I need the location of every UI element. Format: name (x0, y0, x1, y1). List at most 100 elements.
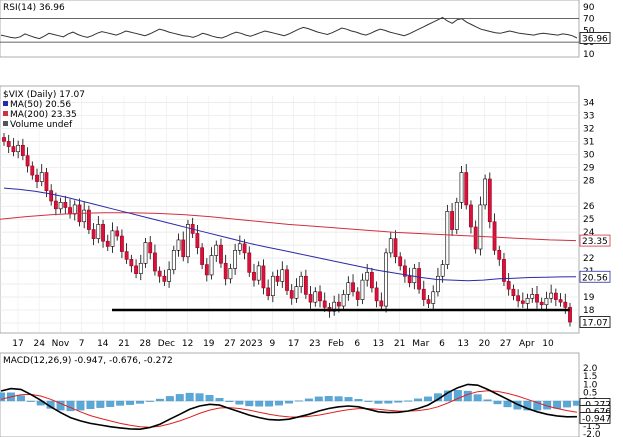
candle (58, 197, 63, 214)
candle (181, 231, 186, 262)
candle (138, 254, 143, 281)
price-tick-label: 24 (583, 228, 595, 238)
candle (237, 235, 242, 255)
candle (478, 196, 483, 256)
macd-hist-bar (205, 395, 214, 402)
candle (53, 192, 58, 216)
macd-tick-label: 1.5 (583, 372, 597, 382)
macd-hist-bar (344, 397, 353, 402)
macd-hist-bar (384, 400, 393, 404)
candle (186, 219, 190, 264)
candle (464, 164, 469, 210)
candle (346, 276, 351, 301)
macd-hist-bar (414, 398, 423, 402)
macd-hist-bar (116, 400, 125, 406)
macd-hist-bar (275, 400, 283, 406)
x-tick-label: 27 (224, 339, 235, 349)
candle (487, 172, 492, 229)
x-tick-label: Mar (412, 339, 429, 349)
candle (157, 266, 162, 283)
macd-tag-2-text: -0.947 (582, 415, 611, 425)
macd-hist-bar (473, 394, 482, 402)
macd-hist-bar (374, 400, 383, 404)
macd-hist-bar (106, 400, 115, 407)
price-tag-2-text: 17.07 (582, 319, 608, 329)
price-title-text: $VIX (Daily) (3, 90, 56, 100)
candle (214, 240, 219, 262)
macd-hist-bar (314, 396, 323, 402)
macd-hist-bar (175, 394, 184, 402)
candle (252, 263, 256, 287)
candle (308, 285, 313, 309)
legend-ma200-swatch (3, 111, 8, 116)
candle (332, 295, 337, 316)
macd-hist-bar (165, 396, 174, 402)
macd-hist-bar (126, 400, 135, 405)
macd-hist-bar (285, 400, 293, 404)
candle (431, 285, 436, 310)
candle (16, 140, 21, 159)
candle (436, 267, 440, 297)
candle (459, 166, 464, 209)
macd-hist-bar (136, 400, 144, 404)
macd-hist-bar (0, 392, 5, 402)
x-tick-label: 23 (309, 339, 320, 349)
candle (270, 271, 275, 303)
macd-hist-bar (354, 399, 363, 402)
candle (374, 281, 379, 308)
x-tick-label: 2023 (240, 339, 263, 349)
x-tick-label: 13 (457, 339, 468, 349)
candle (110, 222, 115, 253)
candle (204, 258, 209, 282)
candle (544, 291, 549, 312)
macd-signal-line (0, 390, 578, 428)
macd-hist-bar (86, 400, 95, 409)
candle (506, 273, 511, 296)
candle (355, 287, 360, 307)
legend-volume: Volume undef (10, 120, 73, 130)
candle (247, 246, 252, 277)
x-tick-label: 7 (79, 339, 85, 349)
candle (426, 295, 431, 309)
rsi-tick-label: 50 (583, 26, 595, 36)
price-title: $VIX (Daily) 17.07 (3, 90, 85, 100)
candle (256, 261, 261, 285)
ma50-line (3, 187, 577, 282)
x-tick-label: 21 (394, 339, 405, 349)
legend-ma50-swatch (3, 101, 8, 106)
candle (492, 213, 497, 255)
macd-tag-2: -0.947 (579, 412, 611, 425)
macd-hist-bar (295, 400, 303, 402)
macd-hist-bar (96, 400, 105, 408)
candle (407, 267, 412, 288)
candle (124, 243, 129, 264)
rsi-tick-label: 90 (583, 3, 595, 13)
candle (445, 204, 450, 270)
candle (322, 292, 327, 312)
candle (318, 285, 322, 308)
price-tick-label: 31 (583, 137, 594, 147)
candle (49, 184, 54, 206)
x-tick-label: Dec (158, 339, 175, 349)
candle (134, 259, 138, 279)
price-tick-label: 33 (583, 111, 594, 121)
candle (167, 261, 171, 288)
macd-tick-label: 2.0 (583, 364, 598, 374)
candle (209, 247, 214, 280)
candle (351, 274, 355, 297)
candle (558, 293, 563, 307)
candle (233, 243, 238, 275)
candle (535, 285, 539, 309)
price-tag-2: 17.07 (579, 316, 611, 329)
candle (421, 280, 426, 307)
candle (120, 229, 124, 259)
price-tick-label: 32 (583, 124, 594, 134)
candle (450, 202, 454, 237)
legend-ma50: MA(50) 20.56 (10, 100, 71, 110)
price-tag-0: 23.35 (579, 234, 611, 247)
macd-hist-bar (26, 400, 35, 402)
x-tick-label: 28 (139, 339, 151, 349)
rsi-label-value: 36.96 (39, 3, 65, 13)
price-panel: 34 33 32 31 30 29 28 26 25 24 22 21 19 18 17 24 Nov 7 14 2… (0, 85, 611, 349)
